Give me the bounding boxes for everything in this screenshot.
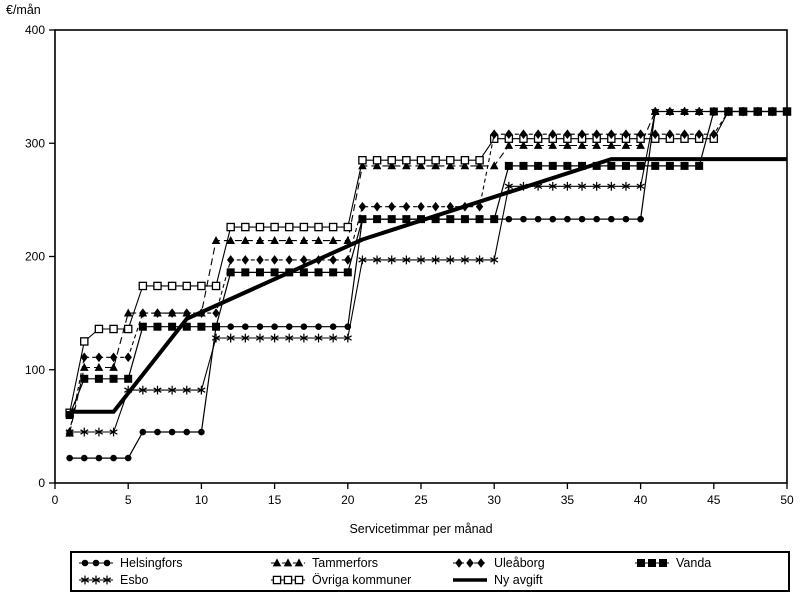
x-tick-label: 35 [561,493,575,507]
series-esbo-markers [65,107,792,437]
series-ny-avgift-line [69,157,787,414]
y-tick-label: 300 [25,136,45,150]
plot-area: 0 5 10 15 20 25 30 35 40 45 50 0 100 200 300 400 [25,23,794,507]
series-vanda [65,107,791,420]
series-vanda-line [69,110,787,416]
legend-item-ny-avgift: Ny avgift [452,573,634,587]
x-tick-label: 25 [414,493,428,507]
legend-label: Esbo [120,572,149,587]
legend-label: Vanda [676,555,712,570]
legend-box: Helsingfors Tammerfors Uleåborg Vanda Esbo Öv… [70,551,790,592]
legend-label: Helsingfors [120,555,183,570]
y-axis-ticks: 0 100 200 300 400 [25,23,55,490]
legend-swatch-esbo [79,575,113,585]
x-tick-label: 5 [125,493,132,507]
legend-item-tammerfors: Tammerfors [270,556,452,570]
legend-swatch-ovriga-kommuner [271,575,305,585]
legend-item-ovriga-kommuner: Övriga kommuner [270,573,452,587]
series-esbo [65,107,792,437]
legend-swatch-vanda [635,559,669,567]
line-chart: €/mån 0 5 10 15 20 25 30 35 40 45 500100200300400 … [6,3,794,536]
series-uleaborg-markers [65,106,791,437]
series-ovriga-kommuner-markers [65,107,792,418]
legend-label: Tammerfors [312,555,378,570]
x-tick-label: 50 [780,493,794,507]
y-tick-label: 400 [25,23,45,37]
series-helsingfors-line [69,110,787,459]
legend-item-uleaborg: Uleåborg [452,556,634,570]
series-ovriga-kommuner-line [69,110,787,413]
series-ny-avgift [69,157,787,414]
x-tick-label: 40 [634,493,648,507]
x-tick-label: 20 [341,493,355,507]
legend-swatch-helsingfors [79,559,113,567]
legend-swatch-ny-avgift [453,578,487,582]
x-tick-label: 10 [195,493,209,507]
x-axis-title: Servicetimmar per månad [349,522,492,536]
y-tick-label: 0 [38,476,45,490]
legend-item-helsingfors: Helsingfors [78,556,270,570]
legend-label: Övriga kommuner [312,572,412,587]
legend-label: Uleåborg [494,555,545,570]
x-tick-label: 15 [268,493,282,507]
y-tick-label: 200 [25,250,45,264]
series-vanda-markers [65,107,791,420]
legend-item-esbo: Esbo [78,573,270,587]
x-tick-label: 0 [52,493,59,507]
series-tammerfors-markers [65,106,792,437]
series-uleaborg [65,106,791,437]
x-axis-ticks: 0 5 10 15 20 25 30 35 40 45 50 [52,483,794,507]
series-tammerfors [65,106,792,437]
series-ovriga-kommuner [65,107,792,418]
legend-swatch-uleaborg [453,558,487,568]
legend-label: Ny avgift [494,572,543,587]
legend-item-vanda: Vanda [634,556,788,570]
legend-swatch-tammerfors [271,558,305,567]
x-tick-label: 30 [488,493,502,507]
y-axis-title: €/mån [6,3,41,17]
x-tick-label: 45 [707,493,721,507]
y-tick-label: 100 [25,363,45,377]
